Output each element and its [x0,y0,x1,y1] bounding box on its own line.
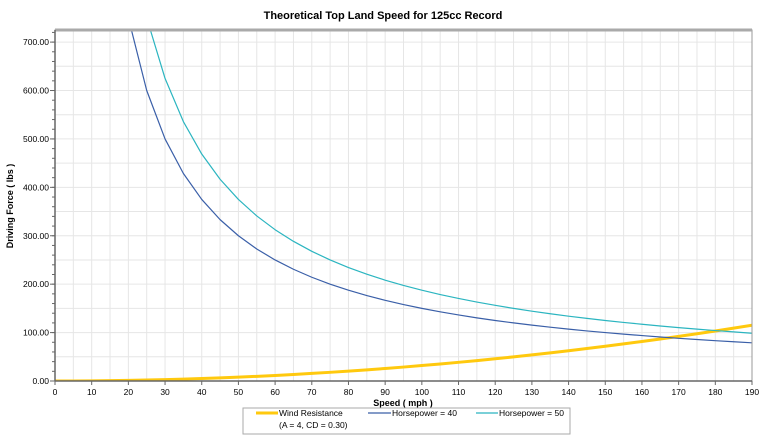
series-lines [55,30,752,381]
series-line-2 [149,30,752,334]
x-tick-label: 90 [380,387,390,397]
series-line-1 [130,30,752,344]
x-tick-label: 180 [708,387,722,397]
x-tick-label: 140 [561,387,575,397]
x-tick-label: 40 [197,387,207,397]
y-tick-label: 300.00 [23,231,49,241]
x-tick-label: 160 [635,387,649,397]
x-tick-label: 30 [160,387,170,397]
x-tick-label: 110 [452,387,466,397]
y-tick-label: 0.00 [32,376,49,386]
y-tick-label: 600.00 [23,86,49,96]
x-tick-label: 60 [270,387,280,397]
x-tick-label: 50 [234,387,244,397]
x-tick-label: 130 [525,387,539,397]
chart-title: Theoretical Top Land Speed for 125cc Rec… [264,10,503,22]
x-tick-label: 20 [124,387,134,397]
axes: 0 10 20 30 40 50 60 70 80 90 100 110 120 130 140 150 160… [23,28,759,397]
legend-label-wind: Wind Resistance [279,408,343,418]
x-tick-label: 80 [344,387,354,397]
x-tick-label: 100 [415,387,429,397]
x-axis-label: Speed ( mph ) [373,398,433,408]
legend-label-hp50: Horsepower = 50 [499,408,564,418]
x-tick-label: 150 [598,387,612,397]
y-tick-label: 200.00 [23,279,49,289]
x-tick-label: 120 [488,387,502,397]
series-line-0 [55,323,752,381]
y-tick-label: 700.00 [23,37,49,47]
x-tick-label: 190 [745,387,759,397]
x-tick-label: 10 [87,387,97,397]
legend-label-wind-params: (A = 4, CD = 0.30) [279,420,348,430]
x-tick-label: 70 [307,387,317,397]
legend-label-hp40: Horsepower = 40 [392,408,457,418]
grid [55,30,752,381]
y-tick-label: 500.00 [23,134,49,144]
x-tick-label: 170 [672,387,686,397]
x-tick-label: 0 [53,387,58,397]
y-axis-label: Driving Force ( lbs ) [5,164,15,249]
legend: Wind Resistance (A = 4, CD = 0.30) Horse… [242,407,571,435]
y-tick-label: 100.00 [23,328,49,338]
y-tick-label: 400.00 [23,182,49,192]
